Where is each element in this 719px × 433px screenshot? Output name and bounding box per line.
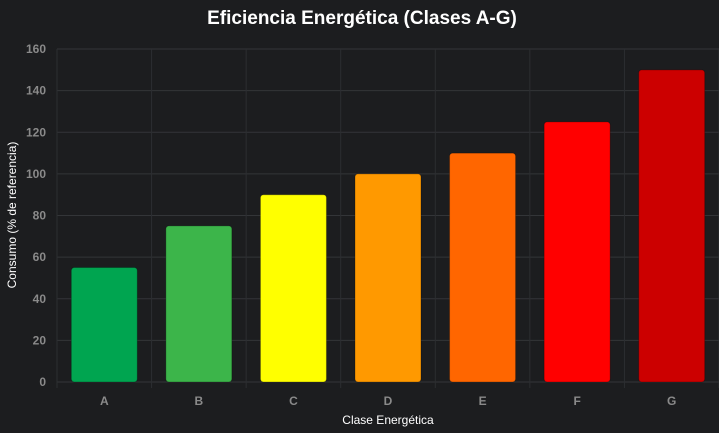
chart-title: Eficiencia Energética (Clases A-G) — [207, 8, 517, 29]
y-tick-label: 160 — [26, 42, 46, 56]
y-axis-label: Consumo (% de referencia) — [5, 142, 19, 289]
x-tick-label: F — [573, 394, 580, 408]
bar-C — [259, 194, 327, 383]
y-tick-label: 120 — [26, 125, 46, 139]
bar-G — [638, 69, 706, 383]
bar-E — [449, 152, 517, 383]
y-tick-label: 100 — [26, 167, 46, 181]
x-tick-label: E — [479, 394, 487, 408]
bar-F — [543, 121, 611, 383]
y-tick-label: 140 — [26, 84, 46, 98]
x-axis-label: Clase Energética — [342, 413, 434, 427]
y-tick-label: 0 — [39, 375, 46, 389]
bar-B — [165, 225, 233, 383]
y-tick-label: 60 — [33, 250, 47, 264]
y-tick-label: 80 — [33, 209, 47, 223]
x-tick-label: G — [667, 394, 676, 408]
bar-D — [354, 173, 422, 383]
y-tick-label: 40 — [33, 292, 47, 306]
x-tick-label: C — [289, 394, 298, 408]
bar-A — [70, 267, 138, 383]
x-tick-label: A — [100, 394, 109, 408]
x-tick-label: D — [384, 394, 393, 408]
x-tick-label: B — [195, 394, 204, 408]
y-tick-label: 20 — [33, 333, 47, 347]
